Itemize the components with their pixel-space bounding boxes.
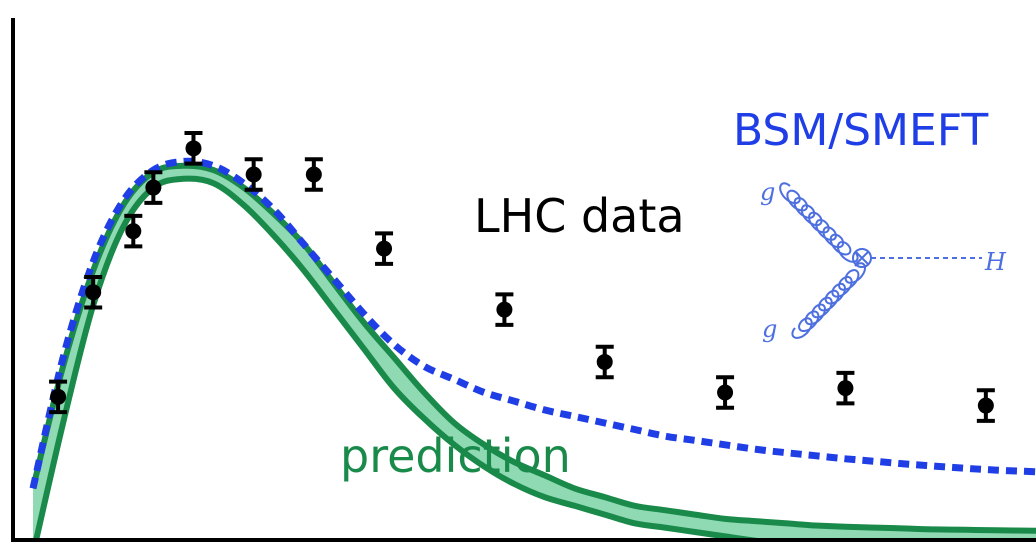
- data-point-9: [596, 353, 613, 370]
- feynman-diagram: g g H: [760, 178, 1007, 343]
- data-point-6: [305, 166, 322, 183]
- data-point-1: [85, 284, 102, 301]
- data-point-0: [50, 388, 67, 405]
- data-point-11: [837, 380, 854, 397]
- prediction-upper-edge: [30, 162, 1036, 534]
- prediction-band: [33, 165, 1036, 542]
- higgs-label: H: [984, 248, 1007, 276]
- vertex-cross-b: [855, 251, 869, 265]
- plot-area: [29, 131, 1036, 542]
- gluon-bottom-label: g: [762, 315, 777, 343]
- bsm-smeft-line: [29, 157, 1036, 490]
- prediction-label: prediction: [340, 429, 571, 483]
- data-point-2: [125, 223, 142, 240]
- lhc-data-label: LHC data: [474, 189, 685, 243]
- gluon-top: [779, 182, 859, 263]
- gluon-top-label: g: [760, 178, 775, 206]
- data-point-7: [376, 240, 393, 257]
- data-point-8: [496, 301, 513, 318]
- data-point-3: [145, 179, 162, 196]
- gluon-bottom: [791, 262, 867, 339]
- data-point-10: [717, 384, 734, 401]
- data-point-4: [185, 140, 202, 157]
- bsm-smeft-label: BSM/SMEFT: [733, 105, 988, 156]
- data-point-5: [245, 166, 262, 183]
- prediction-lower-edge: [32, 175, 815, 542]
- data-point-12: [977, 397, 994, 414]
